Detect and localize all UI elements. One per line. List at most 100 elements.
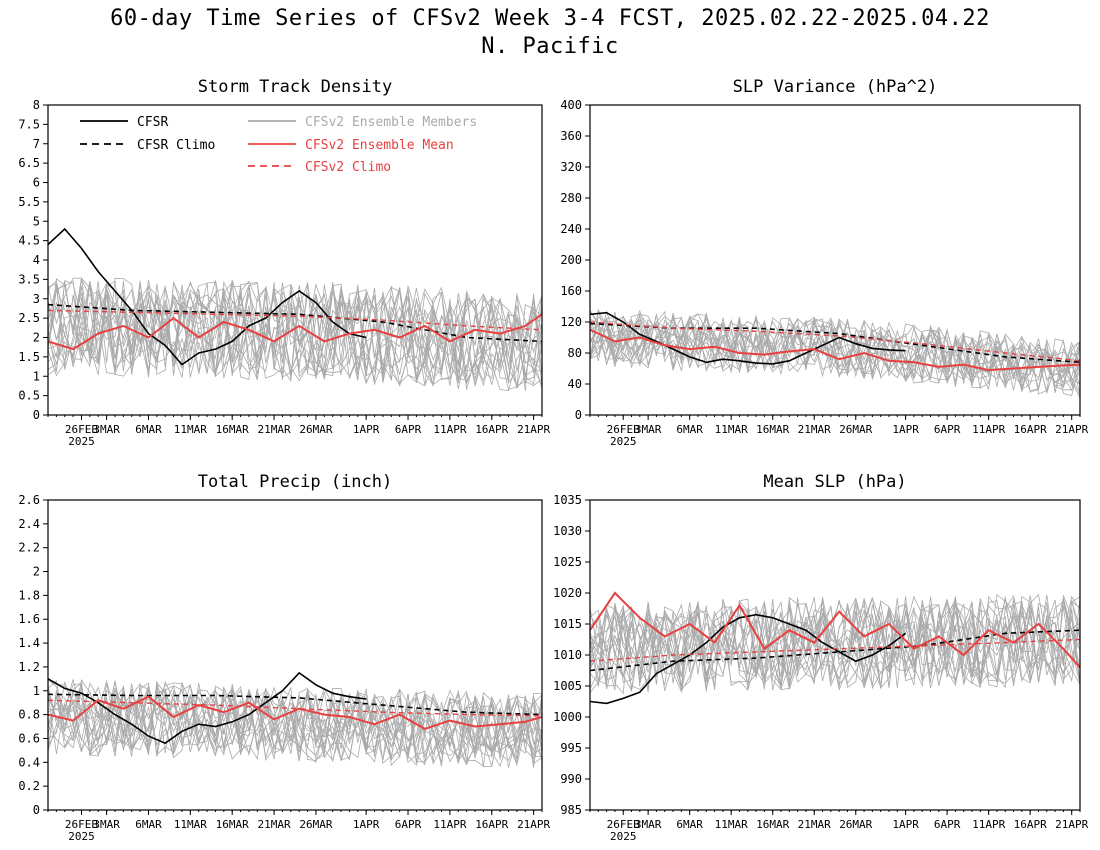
x-tick-label: 21MAR xyxy=(258,423,291,436)
legend-label: CFSR xyxy=(137,115,168,130)
x-year-label: 2025 xyxy=(610,830,637,843)
y-tick-label: 1.4 xyxy=(18,636,40,650)
plot-area xyxy=(590,591,1080,705)
series-line-cfsr xyxy=(590,311,906,365)
y-tick-label: 5.5 xyxy=(18,195,40,209)
ensemble-member-line xyxy=(48,679,542,767)
y-tick-label: 1.8 xyxy=(18,588,40,602)
x-tick-label: 16MAR xyxy=(216,423,249,436)
y-tick-label: 2.6 xyxy=(18,493,40,507)
y-tick-label: 80 xyxy=(568,346,582,360)
y-tick-label: 0.6 xyxy=(18,731,40,745)
x-tick-label: 21MAR xyxy=(258,818,291,831)
y-tick-label: 995 xyxy=(560,741,582,755)
y-tick-label: 2.2 xyxy=(18,541,40,555)
chart-panel-4: Mean SLP (hPa) 985 990 995 1000 1005 1010 1015 1… xyxy=(553,472,1089,843)
x-tick-label: 3MAR xyxy=(635,423,662,436)
series-line-cfsv2-climo xyxy=(590,638,1080,662)
x-tick-label: 16APR xyxy=(1014,423,1047,436)
x-tick-label: 11MAR xyxy=(715,423,748,436)
x-tick-label: 26FEB xyxy=(65,818,98,831)
legend-label: CFSv2 Ensemble Mean xyxy=(305,138,454,153)
x-tick-label: 6APR xyxy=(934,423,961,436)
series-line-cfsr xyxy=(48,227,367,366)
ensemble-member-line xyxy=(590,313,1080,395)
x-tick-label: 11MAR xyxy=(174,818,207,831)
ensemble-member-line xyxy=(48,280,542,381)
y-tick-label: 1 xyxy=(33,369,40,383)
ensemble-member-line xyxy=(590,315,1080,392)
y-tick-label: 120 xyxy=(560,315,582,329)
y-tick-label: 1.2 xyxy=(18,660,40,674)
y-tick-label: 0.4 xyxy=(18,755,40,769)
x-tick-label: 11APR xyxy=(972,423,1005,436)
y-tick-label: 1015 xyxy=(553,617,582,631)
y-tick-label: 1.5 xyxy=(18,350,40,364)
y-tick-label: 2 xyxy=(33,331,40,345)
y-tick-label: 4.5 xyxy=(18,234,40,248)
ensemble-member-line xyxy=(590,309,1080,394)
y-tick-label: 360 xyxy=(560,129,582,143)
x-tick-label: 6MAR xyxy=(135,818,162,831)
ensemble-member-line xyxy=(590,600,1080,690)
x-tick-label: 16APR xyxy=(475,423,508,436)
y-tick-label: 0 xyxy=(33,803,40,817)
ensemble-member-line xyxy=(48,280,542,384)
x-tick-label: 21MAR xyxy=(798,423,831,436)
y-tick-label: 6 xyxy=(33,176,40,190)
y-tick-label: 0.2 xyxy=(18,779,40,793)
x-tick-label: 16APR xyxy=(1014,818,1047,831)
y-tick-label: 0 xyxy=(33,408,40,422)
x-tick-label: 3MAR xyxy=(93,423,120,436)
x-tick-label: 1APR xyxy=(353,818,380,831)
x-tick-label: 11MAR xyxy=(715,818,748,831)
y-tick-label: 40 xyxy=(568,377,582,391)
plot-frame xyxy=(47,499,543,811)
y-tick-label: 1005 xyxy=(553,679,582,693)
y-tick-label: 1020 xyxy=(553,586,582,600)
x-tick-label: 16APR xyxy=(475,818,508,831)
ensemble-member-line xyxy=(48,280,542,383)
series-line-cfsv2-ensemble-mean xyxy=(590,591,1080,669)
y-tick-label: 1 xyxy=(33,684,40,698)
x-tick-label: 6MAR xyxy=(676,423,703,436)
y-tick-label: 7 xyxy=(33,137,40,151)
x-year-label: 2025 xyxy=(610,435,637,448)
series-line-cfsr-climo xyxy=(48,693,542,716)
series-line-cfsv2-ensemble-mean xyxy=(48,695,542,730)
series-line-cfsv2-climo xyxy=(590,321,1080,362)
y-tick-label: 5 xyxy=(33,214,40,228)
x-tick-label: 26FEB xyxy=(607,423,640,436)
x-tick-label: 26MAR xyxy=(299,423,332,436)
legend-label: CFSv2 Ensemble Members xyxy=(305,115,477,130)
y-tick-label: 0.5 xyxy=(18,389,40,403)
x-tick-label: 21APR xyxy=(1055,423,1088,436)
chart-title: Storm Track Density xyxy=(198,77,392,97)
x-tick-label: 26MAR xyxy=(839,818,872,831)
series-line-cfsv2-climo xyxy=(48,699,542,717)
series-line-cfsr xyxy=(48,671,367,745)
x-tick-label: 21APR xyxy=(1055,818,1088,831)
y-tick-label: 7.5 xyxy=(18,117,40,131)
x-tick-label: 21APR xyxy=(517,423,550,436)
y-tick-label: 4 xyxy=(33,253,40,267)
ensemble-member-line xyxy=(48,680,542,768)
x-tick-label: 1APR xyxy=(892,423,919,436)
plot-area xyxy=(48,227,542,392)
x-tick-label: 21MAR xyxy=(798,818,831,831)
x-tick-label: 11MAR xyxy=(174,423,207,436)
ensemble-member-line xyxy=(48,277,542,392)
ensemble-member-line xyxy=(48,685,542,765)
y-tick-label: 0 xyxy=(575,408,582,422)
y-tick-label: 400 xyxy=(560,98,582,112)
series-line-cfsr-climo xyxy=(590,629,1080,672)
y-tick-label: 8 xyxy=(33,98,40,112)
chart-title: SLP Variance (hPa^2) xyxy=(733,77,938,97)
x-tick-label: 6APR xyxy=(395,423,422,436)
chart-title: Mean SLP (hPa) xyxy=(763,472,906,492)
y-tick-label: 200 xyxy=(560,253,582,267)
figure-subtitle: N. Pacific xyxy=(481,34,619,59)
x-tick-label: 26FEB xyxy=(607,818,640,831)
x-tick-label: 3MAR xyxy=(93,818,120,831)
